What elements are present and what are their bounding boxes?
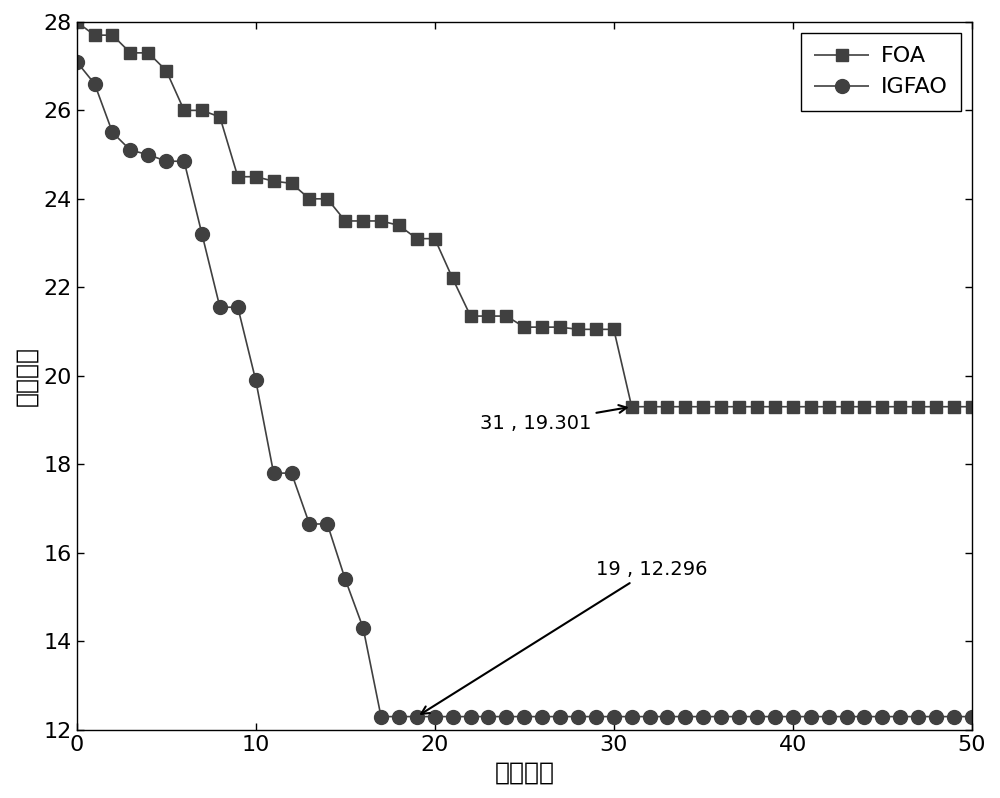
Text: 19 , 12.296: 19 , 12.296 [421, 560, 707, 714]
Line: FOA: FOA [71, 16, 977, 413]
Legend: FOA, IGFAO: FOA, IGFAO [801, 33, 961, 111]
FOA [268, 176, 280, 186]
Line: IGFAO: IGFAO [70, 55, 979, 724]
FOA [71, 17, 83, 26]
X-axis label: 迭代次数: 迭代次数 [494, 760, 554, 784]
FOA [357, 216, 369, 226]
IGFAO [733, 712, 745, 721]
IGFAO [679, 712, 691, 721]
FOA [966, 402, 978, 412]
IGFAO [71, 57, 83, 66]
FOA [339, 216, 351, 226]
FOA [733, 402, 745, 412]
IGFAO [339, 575, 351, 584]
FOA [679, 402, 691, 412]
IGFAO [966, 712, 978, 721]
IGFAO [948, 712, 960, 721]
IGFAO [357, 623, 369, 633]
Text: 31 , 19.301: 31 , 19.301 [480, 405, 627, 433]
FOA [948, 402, 960, 412]
FOA [626, 402, 638, 412]
Y-axis label: 路径长度: 路径长度 [14, 346, 38, 406]
IGFAO [268, 468, 280, 478]
IGFAO [375, 712, 387, 721]
